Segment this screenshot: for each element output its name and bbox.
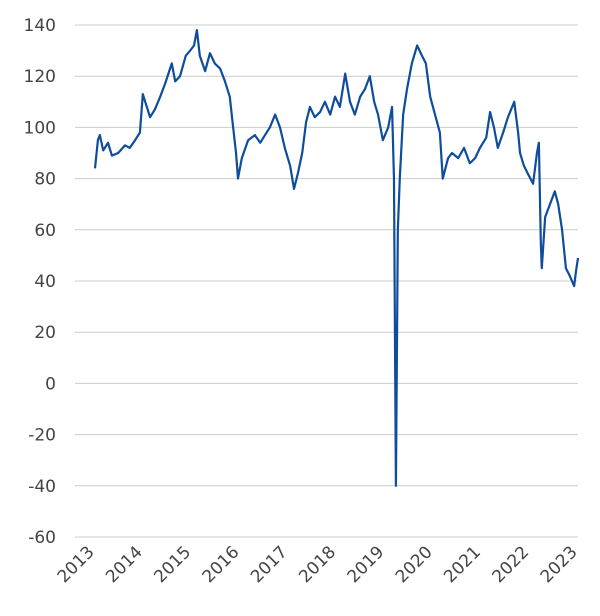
x-tick-label: 2017: [247, 542, 292, 587]
y-tick-label: -60: [28, 528, 56, 548]
x-tick-label: 2016: [199, 542, 244, 587]
x-tick-label: 2013: [54, 542, 99, 587]
x-tick-label: 2018: [295, 542, 340, 587]
y-tick-label: 60: [34, 221, 56, 241]
y-tick-label: 20: [34, 323, 56, 343]
x-tick-label: 2020: [392, 542, 437, 587]
x-tick-label: 2022: [489, 542, 534, 587]
x-tick-label: 2014: [102, 542, 147, 587]
data-line: [93, 29, 580, 487]
y-tick-label: -40: [28, 477, 56, 497]
x-tick-label: 2021: [440, 542, 485, 587]
x-tick-label: 2015: [150, 542, 195, 587]
y-tick-label: 140: [24, 16, 56, 36]
x-tick-label: 2023: [537, 542, 582, 587]
y-tick-label: 80: [34, 170, 56, 190]
y-tick-label: 100: [24, 118, 56, 138]
y-tick-label: 0: [45, 374, 56, 394]
y-tick-label: 120: [24, 67, 56, 87]
y-tick-label: 40: [34, 272, 56, 292]
x-tick-label: 2019: [344, 542, 389, 587]
y-tick-label: -20: [28, 426, 56, 446]
